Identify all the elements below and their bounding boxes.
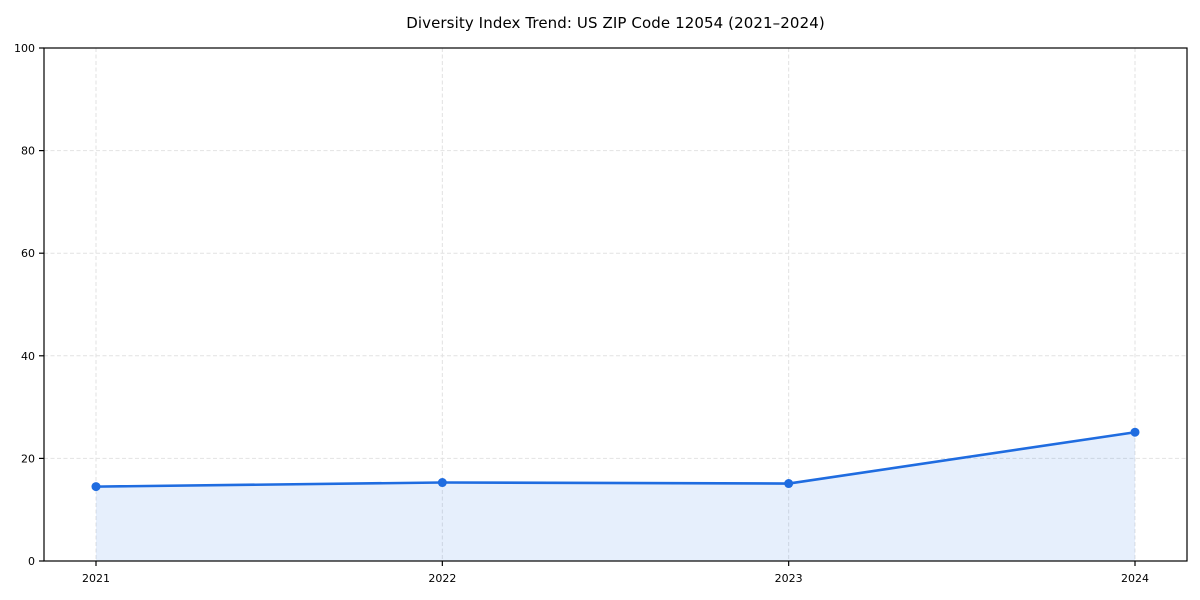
plot-box-spines <box>43 47 1188 562</box>
y-tick-label: 20 <box>21 452 35 465</box>
y-tick-label: 60 <box>21 247 35 260</box>
area-fill <box>96 432 1135 561</box>
data-point-marker <box>784 479 794 489</box>
x-tick-label: 2024 <box>1121 572 1149 585</box>
y-tick-label: 80 <box>21 145 35 158</box>
x-tick-label: 2022 <box>428 572 456 585</box>
x-tick-label: 2023 <box>775 572 803 585</box>
x-tick-label: 2021 <box>82 572 110 585</box>
chart-title: Diversity Index Trend: US ZIP Code 12054… <box>406 14 825 32</box>
data-point-marker <box>437 478 447 488</box>
data-point-marker <box>91 482 101 492</box>
y-tick-label: 100 <box>14 42 35 55</box>
y-tick-label: 0 <box>28 555 35 568</box>
trend-line <box>94 430 1137 488</box>
y-tick-label: 40 <box>21 350 35 363</box>
data-point-marker <box>1130 427 1140 437</box>
